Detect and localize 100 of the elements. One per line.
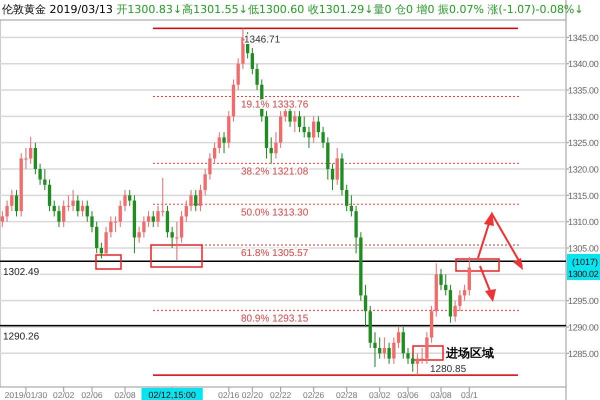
annotation: 进场区域	[445, 346, 494, 360]
candlestick	[321, 126, 325, 148]
candlestick	[0, 210, 4, 228]
candlestick	[212, 142, 216, 164]
candlestick	[402, 326, 405, 360]
candlestick	[270, 136, 273, 164]
candlestick	[29, 136, 32, 164]
candlestick	[336, 147, 339, 186]
candlestick	[43, 168, 46, 191]
x-tick-label: 02/28	[336, 390, 358, 400]
candlestick	[52, 200, 56, 217]
x-tick-label: 03/06	[397, 390, 419, 400]
text: 1300.02	[568, 269, 599, 279]
x-tick-label: 03/08	[430, 390, 452, 400]
candlestick	[208, 152, 212, 180]
x-tick-label: 02/26	[303, 390, 325, 400]
candlestick	[137, 226, 141, 244]
ref-line-label: 1280.85	[430, 364, 467, 376]
candlestick	[86, 200, 89, 222]
candlestick	[387, 342, 391, 364]
candlestick	[382, 337, 386, 360]
candlestick	[396, 326, 400, 349]
candlestick	[166, 205, 170, 238]
y-tick-label: 1330.00	[568, 112, 599, 122]
candlestick	[218, 132, 221, 154]
x-tick-label: 2019/01/30	[4, 390, 48, 400]
candlestick	[255, 63, 259, 91]
x-tick-label: 02/22	[270, 390, 292, 400]
y-tick-label: 1285.00	[568, 348, 599, 359]
candlestick	[90, 210, 94, 233]
candlestick	[104, 226, 108, 256]
chart-subtitle: 开1300.83↓高1301.55↓低1300.60 收1301.29↓量0 仓0 增0 振0.07% 涨(-1.07)-0.08%↓	[116, 3, 584, 16]
candlestick	[274, 132, 278, 159]
candlestick	[10, 190, 14, 212]
candlestick	[345, 184, 348, 212]
y-tick-label: 1335.00	[568, 86, 599, 96]
candlestick	[293, 110, 296, 133]
candlestick	[95, 221, 98, 254]
x-tick-label: 02/02	[53, 390, 75, 400]
candlestick	[38, 163, 42, 186]
y-tick-label: 1325.00	[568, 138, 599, 148]
y-tick-label: 1290.00	[568, 322, 599, 332]
y-tick-label: 1295.00	[568, 296, 599, 306]
y-tick-label: 1320.00	[568, 164, 599, 175]
candlestick	[411, 352, 414, 372]
text: (1017)	[572, 257, 598, 267]
candlestick	[123, 190, 127, 212]
candlestick	[236, 58, 240, 91]
y-tick-label: 1340.00	[568, 59, 599, 70]
x-tick-label: 02/12,15:00	[148, 390, 196, 400]
candlestick	[307, 126, 311, 148]
candlestick	[142, 216, 146, 238]
y-tick-label: 1310.00	[568, 217, 599, 228]
candlestick	[439, 268, 443, 291]
candlestick	[170, 226, 174, 248]
ref-line-label: 1290.26	[3, 332, 40, 343]
candlestick	[128, 190, 132, 206]
ref-line-label: 80.9% 1293.15	[241, 313, 309, 324]
candlestick	[48, 179, 52, 212]
candlestick	[100, 242, 104, 260]
ref-line-label: 1302.49	[3, 267, 40, 278]
candlestick	[392, 337, 396, 364]
candlestick	[458, 290, 462, 312]
candlestick	[454, 300, 457, 322]
ref-line-label: 38.2% 1321.08	[241, 166, 309, 178]
candlestick	[57, 205, 61, 228]
y-tick-label: 1305.00	[568, 243, 599, 254]
candlestick	[462, 284, 466, 302]
candlestick	[468, 256, 471, 296]
x-tick-label: 03/02	[369, 390, 391, 400]
candlestick	[378, 337, 382, 360]
ref-line-label: 61.8% 1305.57	[241, 248, 309, 259]
chart-title: 伦敦黄金 2019/03/13	[2, 3, 116, 16]
x-tick-label: 02/16	[218, 390, 240, 400]
candlestick	[184, 200, 188, 222]
candlestick	[250, 47, 254, 75]
candlestick	[152, 210, 155, 228]
candlestick	[175, 221, 179, 261]
candlestick	[425, 332, 429, 364]
candlestick	[189, 190, 193, 212]
candlestick	[350, 194, 354, 217]
x-tick-label: 02/20	[242, 390, 264, 400]
candlestick	[204, 168, 207, 196]
candlestick	[180, 210, 184, 244]
candlestick	[194, 190, 198, 212]
candlestick	[444, 274, 448, 296]
candlestick	[298, 110, 302, 133]
candlestick	[330, 163, 334, 191]
ref-line-label: 50.0% 1313.30	[241, 207, 309, 218]
x-tick-label: 02/08	[114, 390, 136, 400]
x-tick-label: 03/1	[461, 390, 478, 400]
y-tick-label: 1345.00	[568, 32, 599, 43]
candlestick	[420, 348, 424, 364]
candlestick	[302, 116, 306, 138]
candlestick	[71, 190, 75, 212]
candlestick	[5, 200, 9, 222]
candlestick	[76, 194, 80, 217]
y-tick-label: 1315.00	[568, 190, 599, 201]
candlestick	[316, 116, 320, 138]
candlestick	[198, 184, 202, 212]
